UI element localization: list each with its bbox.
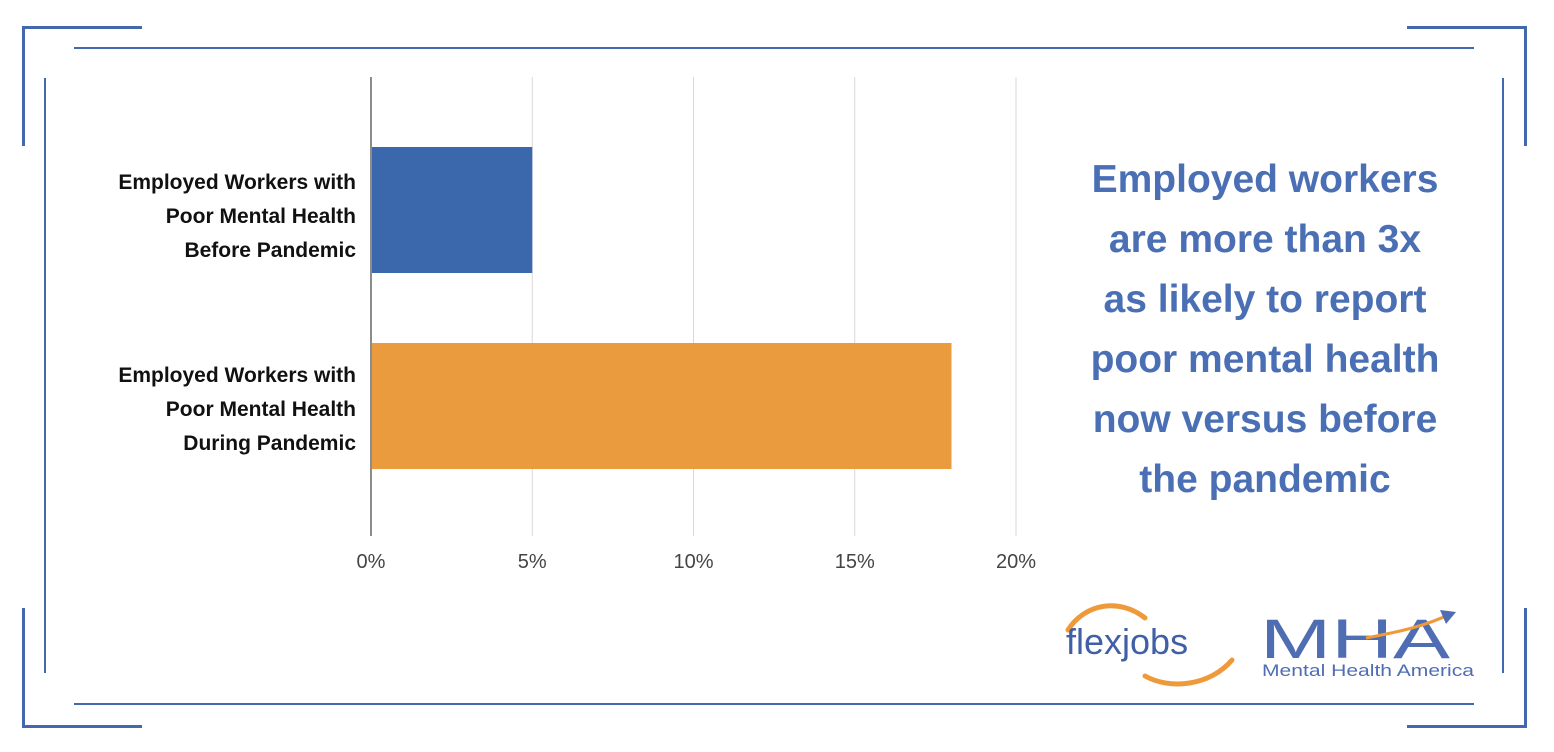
mha-logo: MHA Mental Health America [1260, 607, 1475, 680]
frame-bottom-line [74, 703, 1474, 705]
frame-corner-tl-h [22, 26, 142, 29]
x-tick-label-15: 15% [835, 551, 875, 573]
bar-1 [371, 343, 952, 469]
headline-text: Employed workers are more than 3x as lik… [1090, 158, 1440, 501]
frame-left-line [44, 78, 46, 673]
category-label-before: Employed Workers with Poor Mental Health… [118, 171, 356, 262]
mha-wordmark: MHA [1260, 607, 1451, 670]
frame-right-line [1502, 78, 1504, 673]
x-tick-label-0: 0% [357, 551, 386, 573]
mha-swoosh-icon [1365, 612, 1451, 640]
frame-corner-tr-v [1524, 26, 1527, 146]
flexjobs-arc-bottom [1142, 657, 1235, 687]
frame-corner-tl-v [22, 26, 25, 146]
frame-corner-br-h [1407, 725, 1527, 728]
mha-arrow-icon [1440, 610, 1456, 624]
flexjobs-arc-top [1065, 603, 1148, 633]
bar-0 [371, 147, 533, 273]
x-tick-label-20: 20% [996, 551, 1036, 573]
x-tick-label-10: 10% [673, 551, 713, 573]
frame-corner-br-v [1524, 608, 1527, 728]
frame-corner-tr-h [1407, 26, 1527, 29]
x-tick-label-5: 5% [518, 551, 547, 573]
flexjobs-wordmark: flexjobs [1066, 621, 1188, 662]
flexjobs-logo: flexjobs [1065, 603, 1235, 687]
frame-top-line [74, 47, 1474, 49]
mha-subtitle: Mental Health America [1262, 661, 1475, 680]
frame-corner-bl-h [22, 725, 142, 728]
category-label-during: Employed Workers with Poor Mental Health… [118, 364, 356, 455]
frame-corner-bl-v [22, 608, 25, 728]
